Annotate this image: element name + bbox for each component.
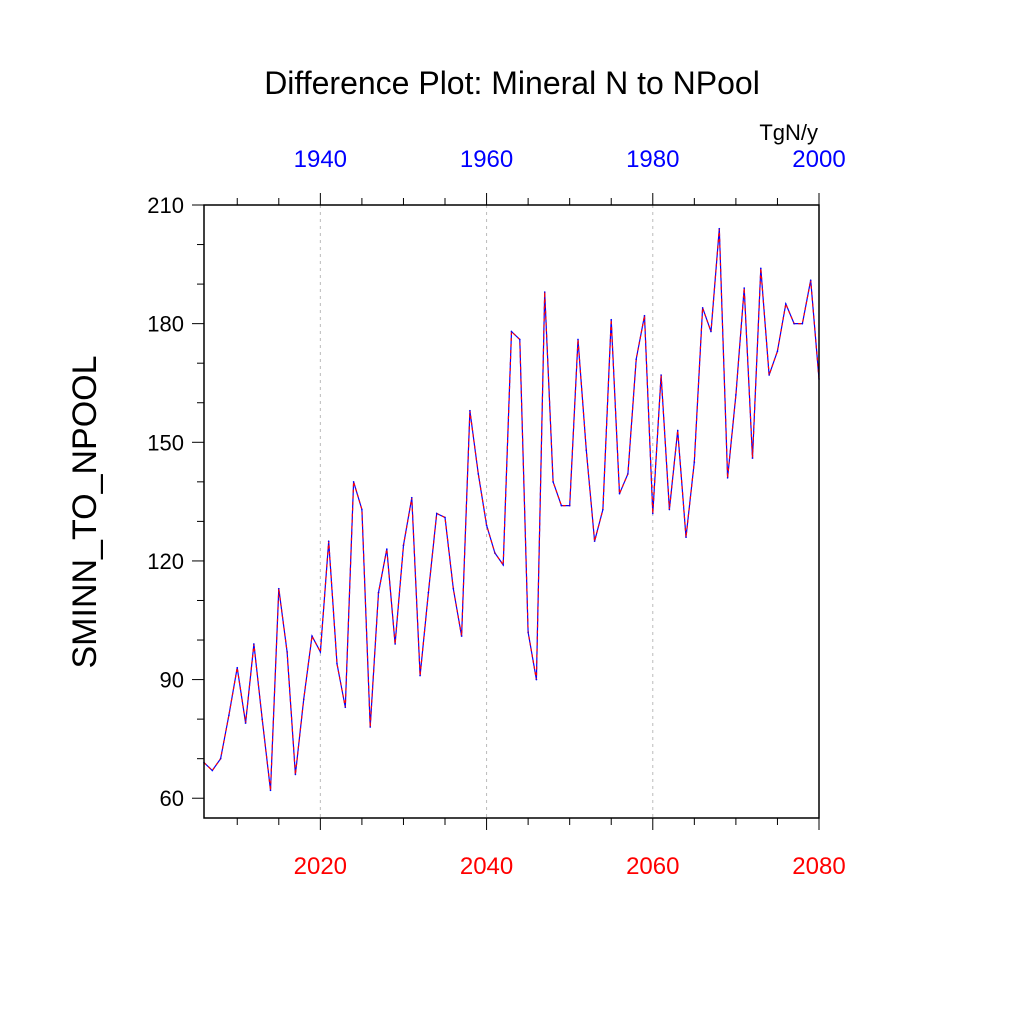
data-point xyxy=(676,429,679,432)
data-point xyxy=(394,643,396,645)
data-point xyxy=(228,714,230,716)
y-tick-labels: 60 90 120 150 180 210 xyxy=(147,193,184,811)
data-point xyxy=(494,552,496,554)
data-point xyxy=(743,287,746,289)
data-point xyxy=(726,477,729,479)
data-point xyxy=(294,773,297,776)
data-point xyxy=(244,722,247,724)
data-point xyxy=(701,307,704,309)
series-line-red-dashed xyxy=(203,228,820,791)
data-point xyxy=(402,544,405,546)
data-point xyxy=(352,481,355,483)
data-point xyxy=(751,457,754,459)
data-point xyxy=(219,757,222,760)
data-point xyxy=(311,635,313,637)
data-point xyxy=(602,508,604,511)
data-point xyxy=(253,643,255,645)
data-point xyxy=(585,449,588,452)
data-point xyxy=(211,769,214,772)
data-point xyxy=(660,374,662,376)
data-point xyxy=(610,318,613,321)
data-point xyxy=(801,322,804,325)
data-point xyxy=(452,587,455,590)
data-point xyxy=(469,409,471,412)
y-tick-label: 90 xyxy=(160,668,184,693)
data-point xyxy=(693,461,696,463)
data-point xyxy=(369,726,372,728)
y-axis-label: SMINN_TO_NPOOL xyxy=(66,355,104,668)
data-point xyxy=(793,322,795,325)
axis-ticks xyxy=(192,193,820,830)
y-tick-label: 210 xyxy=(147,193,184,218)
data-point xyxy=(809,279,812,281)
data-point xyxy=(635,358,637,361)
data-series xyxy=(203,227,820,792)
top-x-tick-label: 1940 xyxy=(294,146,347,173)
y-tick-label: 60 xyxy=(160,786,184,811)
data-point xyxy=(386,548,388,550)
series-line-blue xyxy=(203,228,820,791)
data-point xyxy=(361,508,363,511)
data-point xyxy=(760,267,762,270)
data-point xyxy=(502,564,504,566)
bottom-x-tick-labels: 2020 2040 2060 2080 xyxy=(294,853,846,880)
data-point xyxy=(627,473,629,475)
bottom-x-tick-label: 2060 xyxy=(626,853,679,880)
data-point xyxy=(560,504,563,507)
data-point xyxy=(286,651,288,653)
data-point xyxy=(651,512,654,515)
data-point xyxy=(527,631,529,633)
data-point xyxy=(668,508,671,511)
data-point xyxy=(477,473,480,475)
data-point xyxy=(643,314,646,317)
data-point xyxy=(510,330,513,333)
data-point xyxy=(435,512,438,515)
data-point xyxy=(327,540,330,542)
top-x-tick-label: 1980 xyxy=(626,146,679,173)
data-point xyxy=(319,651,322,653)
units-label: TgN/y xyxy=(759,120,818,145)
data-point xyxy=(784,303,787,305)
data-point xyxy=(519,338,521,341)
data-point xyxy=(735,394,737,396)
data-point xyxy=(485,524,488,527)
data-point xyxy=(552,481,554,483)
bottom-x-tick-label: 2020 xyxy=(294,853,347,880)
data-point xyxy=(344,706,347,709)
top-x-tick-labels: 1940 1960 1980 2000 xyxy=(294,146,846,173)
data-point xyxy=(236,666,239,669)
data-point xyxy=(269,789,272,792)
data-point xyxy=(543,291,546,293)
data-point xyxy=(427,591,430,594)
y-tick-label: 120 xyxy=(147,549,184,574)
data-point xyxy=(377,591,380,594)
data-point xyxy=(460,635,463,637)
data-point xyxy=(410,496,413,499)
data-point xyxy=(535,678,538,681)
data-point xyxy=(336,662,338,665)
data-point xyxy=(577,338,579,341)
data-point xyxy=(710,330,712,333)
data-point xyxy=(277,587,280,590)
data-point xyxy=(568,504,571,507)
data-point xyxy=(593,540,596,542)
chart-title: Difference Plot: Mineral N to NPool xyxy=(264,65,760,101)
data-point xyxy=(444,516,446,519)
bottom-x-tick-label: 2040 xyxy=(460,853,513,880)
data-point xyxy=(768,374,770,376)
data-point xyxy=(419,674,421,677)
top-x-tick-label: 1960 xyxy=(460,146,513,173)
top-x-tick-label: 2000 xyxy=(792,146,845,173)
data-point xyxy=(618,492,621,495)
data-point xyxy=(302,698,305,701)
y-tick-label: 180 xyxy=(147,312,184,337)
data-point xyxy=(261,718,263,720)
data-point xyxy=(776,350,779,353)
bottom-x-tick-label: 2080 xyxy=(792,853,845,880)
y-tick-label: 150 xyxy=(147,430,184,455)
data-point xyxy=(718,227,721,230)
plot-frame xyxy=(203,204,820,819)
data-point xyxy=(685,536,687,539)
